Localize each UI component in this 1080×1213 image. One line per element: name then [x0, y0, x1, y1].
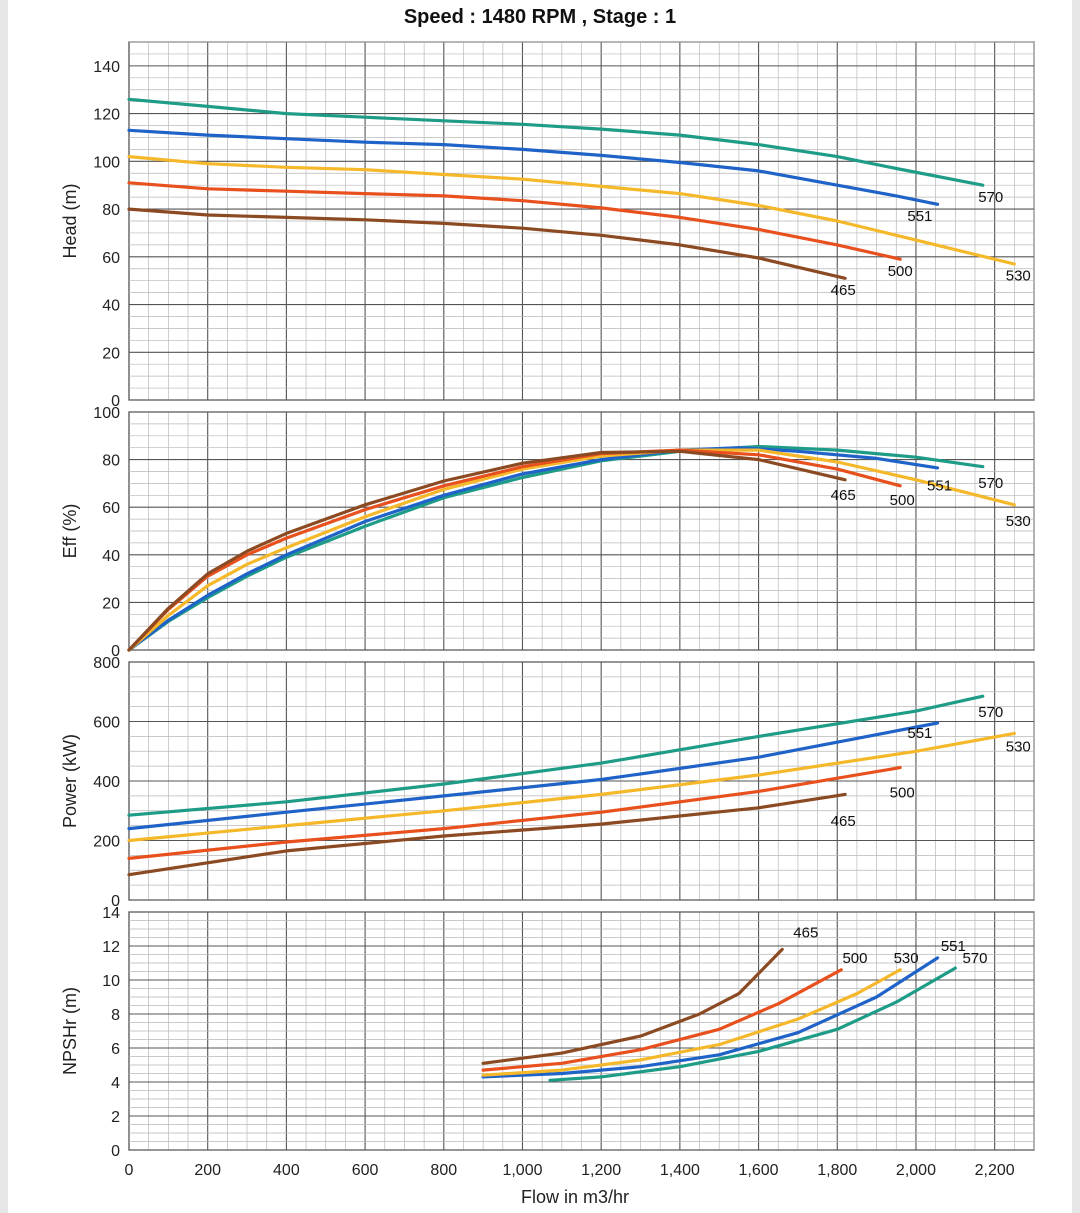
eff-curve-551: [127, 446, 940, 652]
npshr-ytick-label: 8: [111, 1007, 120, 1024]
head-curve-label-551: 551: [907, 208, 932, 225]
power-curve-label-530: 530: [1006, 738, 1031, 755]
right-rail: [1072, 0, 1080, 1213]
power-ytick-label: 200: [93, 834, 120, 851]
x-tick-label: 1,800: [817, 1162, 857, 1179]
head-ytick-label: 80: [102, 202, 120, 219]
head-curve-570: [127, 97, 985, 187]
eff-curve-530: [127, 448, 1016, 652]
eff-curve-label-570: 570: [978, 475, 1003, 492]
head-curve-label-465: 465: [831, 282, 856, 299]
eff-y-axis-label: Eff (%): [60, 504, 80, 559]
eff-ytick-label: 20: [102, 595, 120, 612]
eff-ytick-label: 80: [102, 453, 120, 470]
x-tick-label: 400: [273, 1162, 300, 1179]
eff-curve-label-465: 465: [831, 487, 856, 504]
eff-curve-500: [127, 448, 902, 652]
head-curve-label-570: 570: [978, 189, 1003, 206]
npshr-ytick-label: 2: [111, 1109, 120, 1126]
power-curve-500: [127, 766, 902, 860]
npshr-curve-530: [481, 968, 902, 1077]
power-curve-label-465: 465: [831, 813, 856, 830]
head-ytick-label: 100: [93, 154, 120, 171]
npshr-curve-label-551: 551: [941, 938, 966, 955]
power-curve-label-570: 570: [978, 704, 1003, 721]
npshr-curve-label-570: 570: [962, 950, 987, 967]
x-tick-label: 2,000: [896, 1162, 936, 1179]
power-curve-465: [127, 792, 847, 877]
head-curve-500: [127, 181, 902, 261]
power-curve-label-551: 551: [907, 725, 932, 742]
npshr-ytick-label: 10: [102, 973, 120, 990]
eff-ytick-label: 40: [102, 548, 120, 565]
npshr-curve-500: [481, 968, 843, 1072]
x-tick-label: 1,200: [581, 1162, 621, 1179]
eff-curve-label-551: 551: [927, 478, 952, 495]
x-tick-label: 600: [352, 1162, 379, 1179]
npshr-curve-551: [481, 956, 940, 1079]
head-curve-label-500: 500: [888, 263, 913, 280]
power-ytick-label: 600: [93, 715, 120, 732]
x-tick-label: 1,400: [660, 1162, 700, 1179]
power-y-axis-label: Power (kW): [60, 734, 80, 828]
npshr-ytick-label: 0: [111, 1143, 120, 1160]
eff-ytick-label: 0: [111, 643, 120, 660]
power-curve-570: [127, 694, 985, 817]
eff-curve-465: [127, 449, 847, 652]
npshr-ytick-label: 6: [111, 1041, 120, 1058]
power-curve-551: [127, 721, 940, 831]
npshr-curve-570: [548, 966, 957, 1082]
npshr-ytick-label: 14: [102, 905, 120, 922]
x-tick-label: 200: [194, 1162, 221, 1179]
head-ytick-label: 20: [102, 345, 120, 362]
head-y-axis-label: Head (m): [60, 183, 80, 258]
left-rail: [0, 0, 8, 1213]
eff-curve-label-500: 500: [890, 492, 915, 509]
head-curve-551: [127, 128, 940, 206]
npshr-curve-465: [481, 947, 784, 1065]
npshr-ytick-label: 12: [102, 939, 120, 956]
head-ytick-label: 120: [93, 107, 120, 124]
npshr-curve-label-530: 530: [894, 950, 919, 967]
x-tick-label: 0: [125, 1162, 134, 1179]
npshr-y-axis-label: NPSHr (m): [60, 987, 80, 1075]
npshr-ytick-label: 4: [111, 1075, 120, 1092]
eff-ytick-label: 100: [93, 405, 120, 422]
eff-curve-label-530: 530: [1006, 513, 1031, 530]
power-curve-530: [127, 731, 1016, 843]
eff-ytick-label: 60: [102, 500, 120, 517]
x-tick-label: 2,200: [975, 1162, 1015, 1179]
x-tick-label: 1,000: [502, 1162, 542, 1179]
head-ytick-label: 0: [111, 393, 120, 410]
x-tick-label: 1,600: [739, 1162, 779, 1179]
chart-title: Speed : 1480 RPM , Stage : 1: [403, 6, 677, 28]
head-ytick-label: 140: [93, 59, 120, 76]
power-ytick-label: 400: [93, 774, 120, 791]
power-ytick-label: 0: [111, 893, 120, 910]
head-ytick-label: 40: [102, 298, 120, 315]
power-curve-label-500: 500: [890, 784, 915, 801]
head-curve-465: [127, 207, 847, 280]
x-axis-label: Flow in m3/hr: [520, 1187, 630, 1207]
eff-curve-570: [127, 444, 985, 652]
x-tick-label: 800: [430, 1162, 457, 1179]
head-curve-label-530: 530: [1006, 268, 1031, 285]
head-ytick-label: 60: [102, 250, 120, 267]
npshr-curve-label-500: 500: [842, 950, 867, 967]
head-curve-530: [127, 155, 1016, 266]
npshr-curve-label-465: 465: [793, 925, 818, 942]
power-ytick-label: 800: [93, 655, 120, 672]
